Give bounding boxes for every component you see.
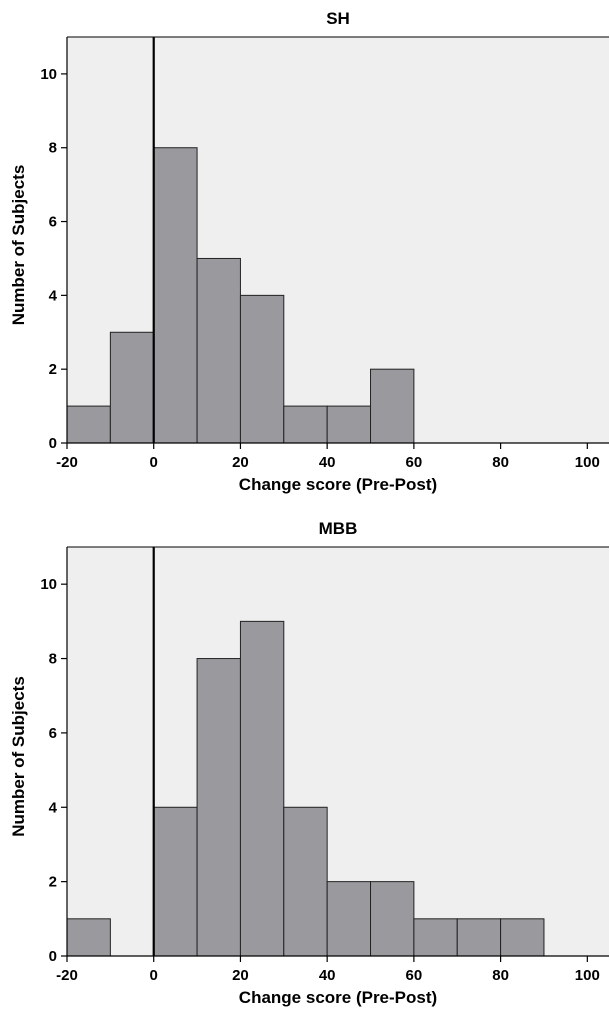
histogram-bar (326, 881, 372, 957)
histogram-bar (326, 405, 372, 444)
histogram-bar (196, 257, 241, 444)
y-tick-label: 0 (49, 435, 57, 452)
x-tick-label: 60 (406, 967, 423, 984)
histogram-bar (370, 368, 415, 444)
histogram-bar (239, 294, 285, 444)
y-tick-label: 2 (49, 874, 57, 891)
x-tick-label: 20 (232, 454, 249, 471)
chart-title: SH (326, 9, 350, 28)
x-tick-label: 0 (150, 967, 158, 984)
histogram-panel-mbb: MBB 0 2 4 6 8 10 -20 0 20 40 60 80 100 Change score (P… (0, 510, 610, 1023)
histogram-bar (153, 806, 198, 957)
x-tick-label: 80 (492, 454, 509, 471)
x-tick-label: 40 (319, 967, 336, 984)
histogram-bar (370, 881, 415, 957)
x-tick-label: 80 (492, 967, 509, 984)
y-tick-label: 4 (49, 799, 58, 816)
y-tick-label: 10 (40, 576, 57, 593)
x-tick-label: 100 (575, 967, 600, 984)
x-tick-label: -20 (56, 967, 78, 984)
x-tick-label: 20 (232, 967, 249, 984)
x-axis-label: Change score (Pre-Post) (239, 475, 437, 494)
x-tick-label: 0 (150, 454, 158, 471)
y-tick-label: 10 (40, 66, 57, 83)
histogram-bar (196, 658, 241, 957)
histogram-bar (283, 806, 328, 957)
y-axis-label: Number of Subjects (9, 165, 28, 326)
x-axis-label: Change score (Pre-Post) (239, 988, 437, 1007)
y-tick-label: 8 (49, 140, 57, 157)
histogram-bar (153, 147, 198, 444)
y-tick-label: 0 (49, 948, 57, 965)
histogram-bar (413, 918, 458, 957)
histogram-sh-svg: SH 0 2 4 6 8 10 -20 0 20 40 60 80 100 Change score (Pr… (9, 9, 609, 494)
histogram-bar (283, 405, 328, 444)
x-tick-label: 40 (319, 454, 336, 471)
histogram-mbb-svg: MBB 0 2 4 6 8 10 -20 0 20 40 60 80 100 Change score (P… (9, 519, 609, 1007)
histogram-bar (456, 918, 502, 957)
y-tick-label: 2 (49, 361, 57, 378)
histogram-bar (500, 918, 545, 957)
x-tick-label: 60 (406, 454, 423, 471)
histogram-bar (66, 918, 111, 957)
histogram-bar (66, 405, 111, 444)
y-tick-label: 4 (49, 287, 58, 304)
histogram-panel-sh: SH 0 2 4 6 8 10 -20 0 20 40 60 80 100 Change score (Pr… (0, 0, 610, 510)
x-tick-label: -20 (56, 454, 78, 471)
chart-title: MBB (319, 519, 358, 538)
y-tick-label: 6 (49, 725, 57, 742)
y-axis-label: Number of Subjects (9, 676, 28, 837)
x-tick-label: 100 (575, 454, 600, 471)
y-tick-label: 6 (49, 214, 57, 231)
y-tick-label: 8 (49, 651, 57, 668)
histogram-bar (239, 620, 285, 957)
histogram-bar (109, 331, 155, 444)
